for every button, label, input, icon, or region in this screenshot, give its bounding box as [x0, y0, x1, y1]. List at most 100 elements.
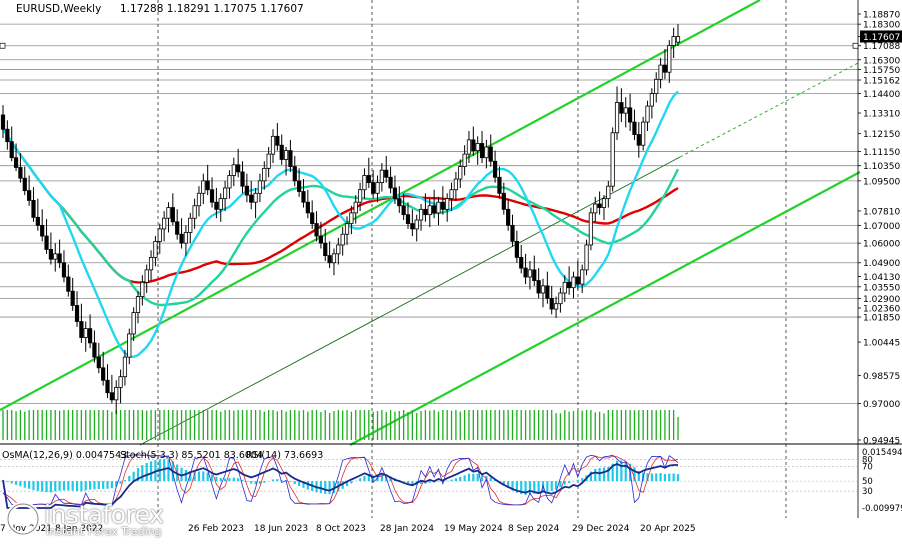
candle-body-104	[453, 178, 459, 191]
candle-135	[588, 207, 594, 251]
candle-body-71	[310, 212, 315, 224]
ohlc-label: 1.17288 1.18291 1.17075 1.17607	[120, 3, 304, 15]
candle-body-7	[31, 200, 36, 218]
price-tick-label-10: 1.11150	[863, 148, 900, 158]
price-tick-label-21: 1.01850	[863, 314, 900, 324]
candle-body-135	[588, 212, 594, 246]
ind-axis-label-0: 0.015494	[862, 448, 902, 458]
candle-body-75	[327, 255, 332, 264]
candle-78	[340, 227, 345, 256]
candle-body-62	[270, 135, 276, 155]
candle-104	[453, 171, 459, 201]
candle-140	[610, 127, 615, 192]
candle-7	[31, 187, 36, 222]
left-price-marker	[0, 42, 6, 49]
candle-154	[671, 27, 676, 58]
candle-69	[301, 179, 306, 208]
ma-mid-teal	[2, 128, 680, 307]
candle-139	[606, 180, 611, 208]
candle-body-154	[671, 36, 676, 46]
candle-body-152	[662, 64, 668, 73]
candle-body-3	[13, 157, 19, 168]
candle-114	[497, 166, 502, 199]
candle-88	[384, 155, 389, 183]
candle-51	[222, 180, 228, 212]
candle-body-113	[492, 160, 498, 178]
candle-41	[179, 218, 184, 249]
candle-3	[13, 143, 19, 172]
candle-57	[249, 180, 254, 210]
candle-body-60	[262, 167, 267, 182]
candle-body-130	[567, 281, 572, 289]
candle-body-34	[148, 257, 154, 271]
logo-tagline: Instant Forex Trading	[46, 525, 162, 538]
candle-body-106	[462, 153, 467, 167]
candle-body-105	[458, 166, 463, 180]
candle-body-76	[331, 253, 337, 264]
ind-axis-label-4: 30	[862, 487, 873, 497]
candle-body-46	[201, 180, 206, 194]
candle-body-23	[101, 367, 106, 381]
candle-118	[514, 230, 519, 263]
candle-body-21	[92, 342, 97, 358]
price-tick-label-9: 1.12150	[863, 130, 900, 140]
candle-95	[414, 214, 419, 242]
candle-body-108	[471, 139, 476, 151]
price-tick-label-14: 1.07000	[863, 222, 900, 232]
candle-body-107	[466, 139, 472, 155]
candle-body-123	[536, 280, 541, 294]
candle-body-146	[636, 134, 641, 146]
price-tick-label-4: 1.16300	[863, 56, 900, 66]
candle-body-87	[379, 169, 384, 184]
candle-144	[627, 93, 633, 131]
candle-body-56	[244, 185, 249, 196]
instaforex-logo: instaforex Instant Forex Trading	[4, 500, 194, 540]
candle-44	[192, 198, 197, 229]
candle-body-84	[366, 175, 371, 184]
candle-24	[105, 364, 110, 399]
trend-channel	[0, 0, 861, 446]
candle-body-61	[266, 153, 271, 169]
candle-151	[658, 57, 663, 89]
candle-body-51	[222, 187, 228, 200]
candle-body-5	[22, 177, 27, 192]
candle-body-81	[353, 201, 358, 214]
candle-146	[636, 122, 641, 158]
osma-label: OsMA(12,26,9) 0.0047543	[2, 450, 127, 461]
current-price-box	[860, 30, 902, 43]
candle-body-148	[645, 105, 650, 123]
candle-29	[127, 328, 132, 365]
candle-body-120	[523, 267, 528, 278]
candle-101	[440, 186, 445, 215]
candle-body-94	[410, 223, 415, 230]
candle-87	[379, 163, 384, 192]
candle-body-74	[323, 242, 328, 257]
candle-body-13	[57, 253, 62, 264]
candle-body-82	[357, 189, 363, 203]
price-tick-label-24: 0.97000	[863, 400, 900, 410]
candle-body-53	[231, 164, 236, 176]
candle-5	[22, 166, 27, 196]
candle-21	[92, 330, 97, 363]
candle-body-118	[514, 240, 519, 258]
candle-149	[649, 88, 654, 119]
candle-body-43	[188, 217, 193, 233]
candle-body-39	[170, 207, 175, 223]
candle-133	[580, 264, 585, 294]
candle-119	[519, 244, 524, 274]
time-axis: 7 Nov 2021 8 Jan 2022 26 Feb 2023 18 Jun 20…	[0, 524, 696, 534]
candle-60	[262, 161, 267, 190]
candle-152	[662, 49, 668, 80]
candle-body-155	[675, 36, 681, 43]
candle-body-121	[527, 269, 533, 278]
candle-45	[196, 186, 202, 217]
price-tick-label-22: 1.00445	[863, 339, 900, 349]
price-tick-label-13: 1.07810	[863, 207, 900, 217]
candle-body-83	[362, 175, 367, 191]
candle-body-79	[344, 223, 350, 235]
candle-35	[153, 236, 158, 267]
candle-125	[545, 271, 550, 304]
candle-120	[523, 253, 528, 285]
candle-body-55	[240, 171, 245, 187]
